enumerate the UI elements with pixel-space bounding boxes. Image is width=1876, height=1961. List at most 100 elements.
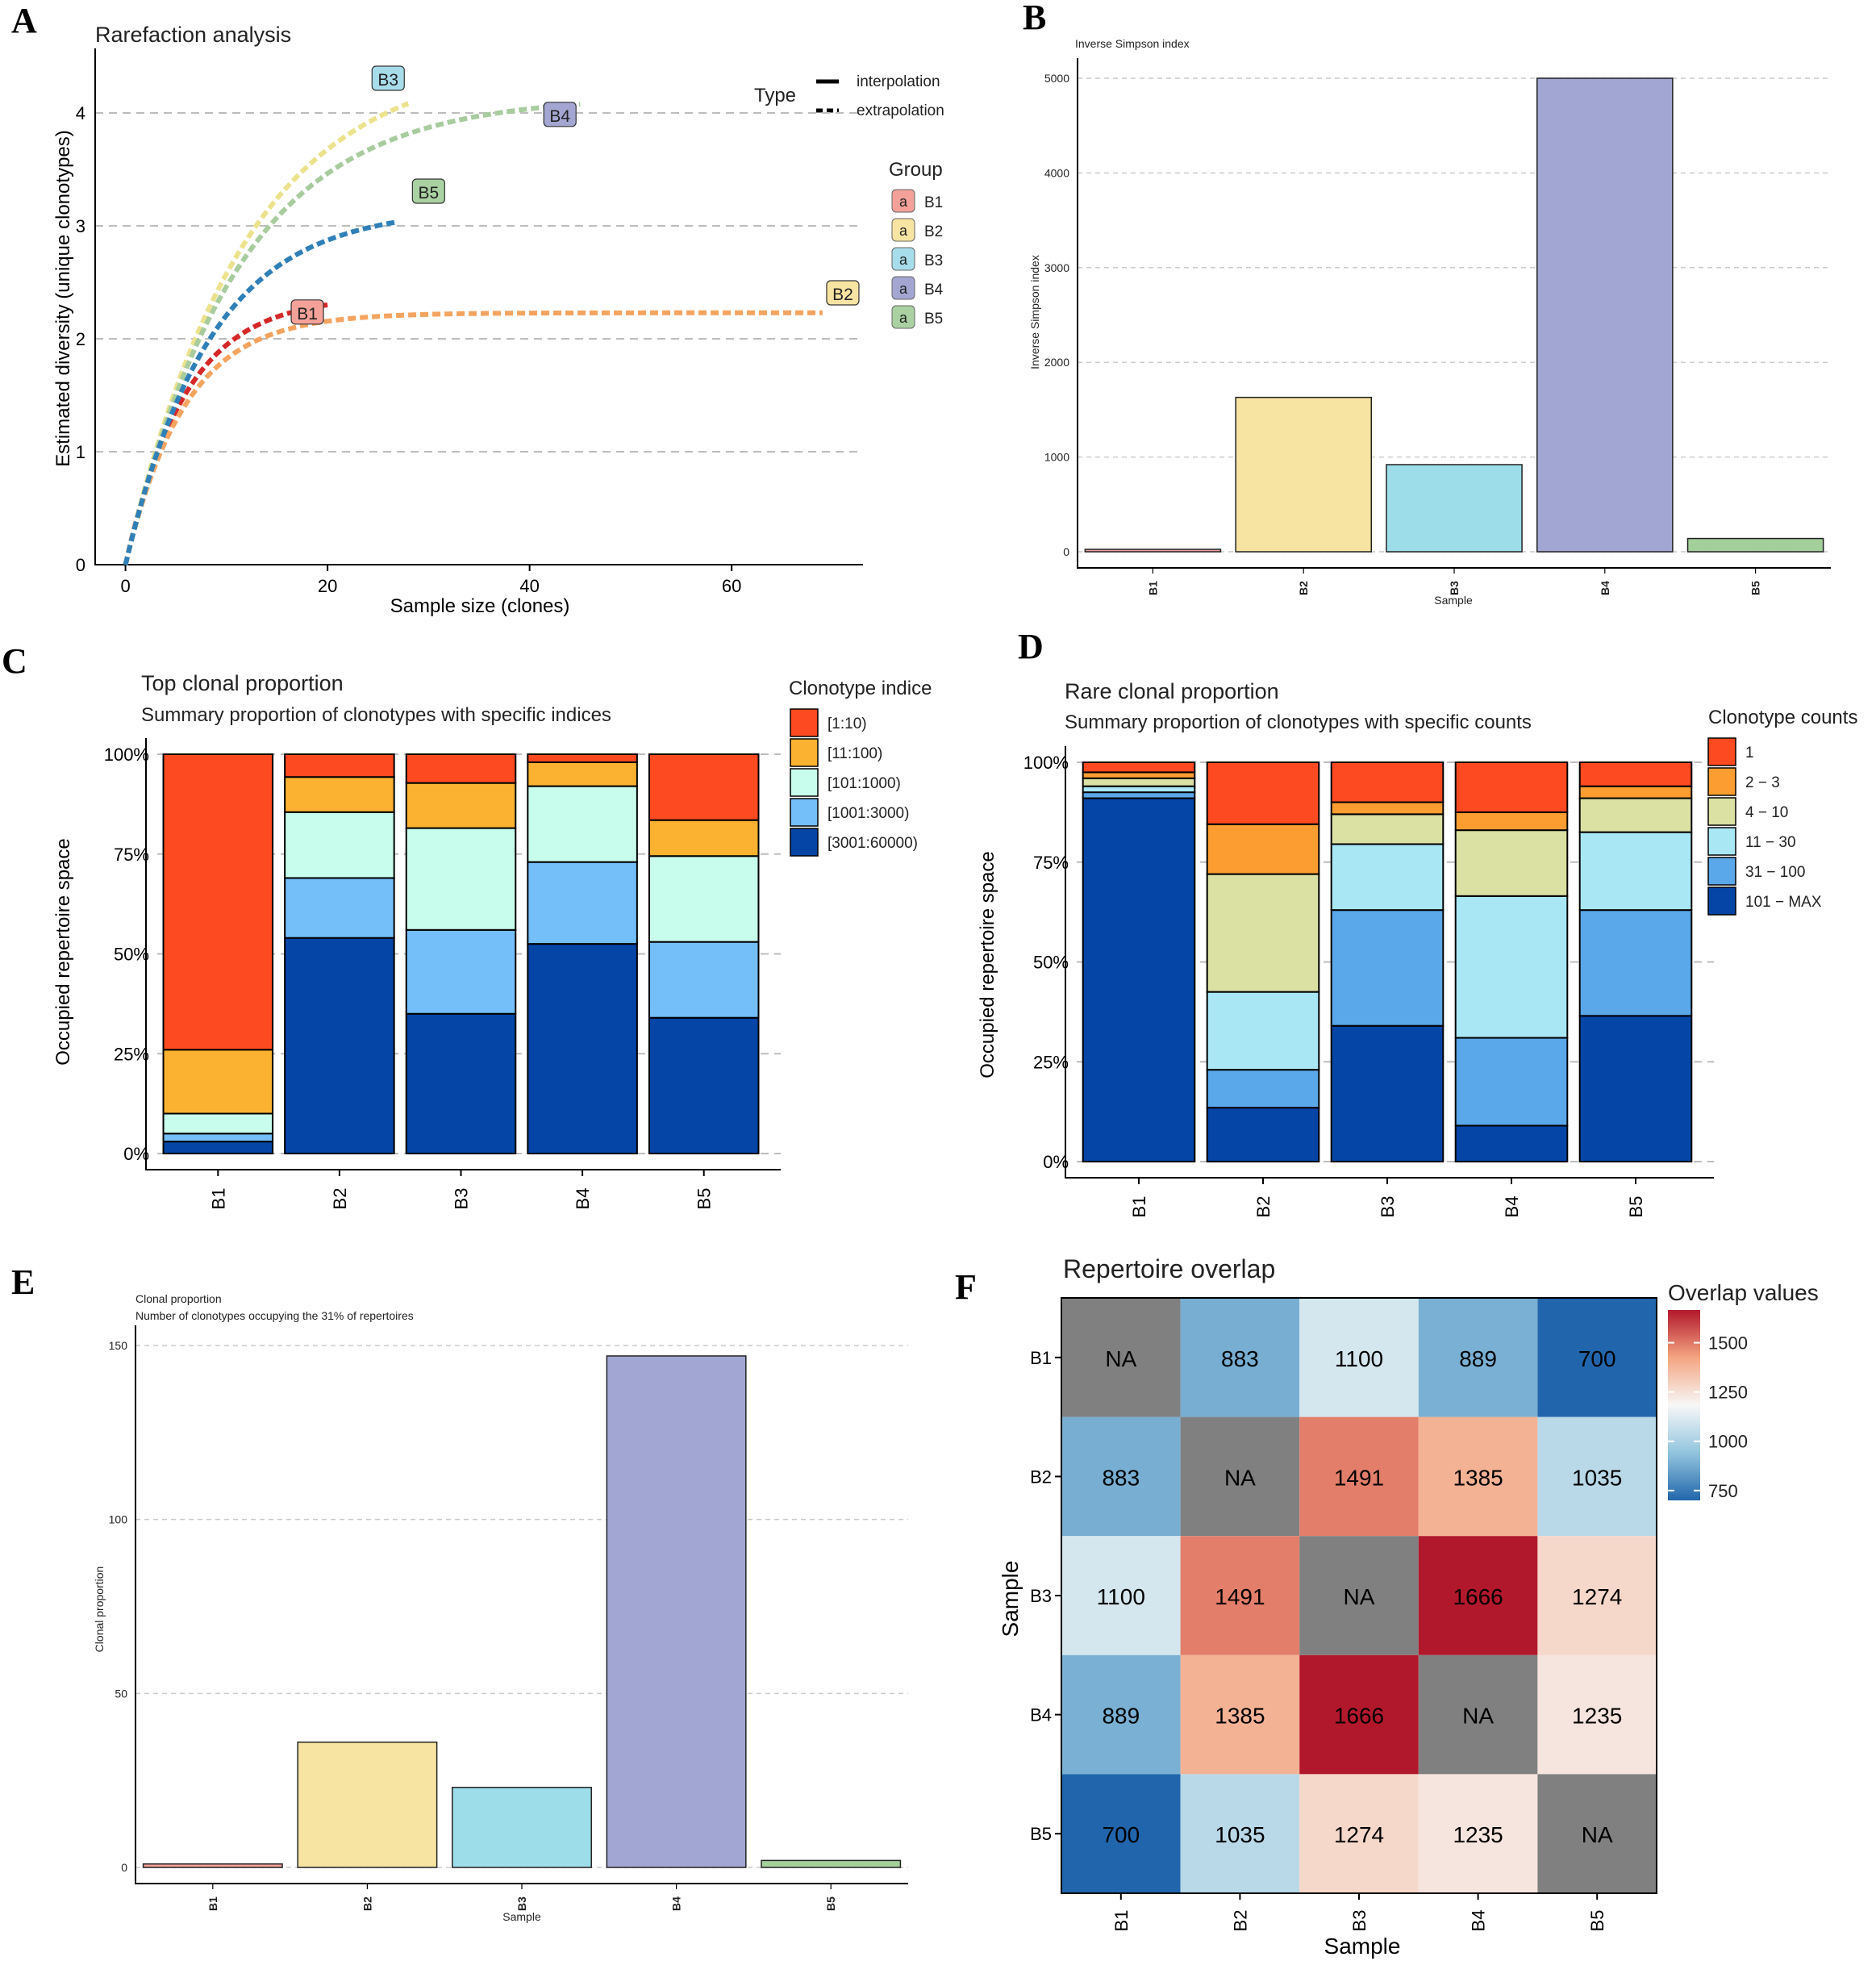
overlap-cell-b5-b1: [1061, 1774, 1181, 1893]
panel-a-ytick-label: 0: [76, 555, 85, 575]
panel-a-axis-lines: [94, 48, 863, 565]
group-legend-key-b3: [891, 247, 915, 271]
rarefaction-line-b1: [123, 302, 328, 565]
series-label-b5: B5: [419, 184, 440, 202]
clonal-proportion-ytick-label: 150: [109, 1339, 128, 1352]
panel-f-legend-ticks: 750 1000 1250 1500: [1668, 1333, 1748, 1501]
panel-letter-a: A: [11, 1, 37, 40]
panel-d-plot: 0% 25% 50% 75% 100% B1 B2 B3 B4 B5: [1023, 746, 1714, 1217]
panel-a-rarefaction-chart: Rarefaction analysis Sample size (clones…: [52, 23, 944, 617]
rare-clonal-segment-b5: [1578, 797, 1693, 833]
inverse-simpson-ytick-label: 2000: [1044, 356, 1069, 369]
overlap-colorbar: [1668, 1310, 1700, 1500]
overlap-cell-b3-b1: [1061, 1536, 1181, 1655]
overlap-cell-b1-b3: [1299, 1298, 1419, 1417]
top-clonal-ytick-label: 75%: [114, 845, 149, 865]
rare-clonal-segment-b4: [1454, 1037, 1569, 1127]
panel-a-ytick-label: 1: [76, 442, 85, 462]
heatmap-col-label: B3: [1349, 1910, 1369, 1932]
inverse-simpson-bar-b5: [1686, 537, 1824, 553]
top-clonal-segment-b1: [162, 1049, 274, 1115]
rare-clonal-segment-b4: [1454, 811, 1569, 832]
group-legend-key-letter: a: [899, 281, 908, 297]
rare-clonal-legend-label: 1: [1745, 745, 1754, 761]
panel-f-title: Repertoire overlap: [1063, 1254, 1275, 1283]
panel-b-title: Inverse Simpson index: [1075, 37, 1190, 50]
rare-clonal-legend-key: [1707, 887, 1736, 916]
overlap-cell-value: 1035: [1572, 1465, 1622, 1490]
rarefaction-line-b4: [123, 102, 581, 565]
panel-d-rare-clonal-chart: Rare clonal proportion Summary proportio…: [977, 679, 1857, 1217]
panel-c-title: Top clonal proportion: [141, 671, 344, 695]
rare-clonal-segment-b5: [1578, 1015, 1693, 1162]
overlap-cell-value: 1100: [1097, 1584, 1145, 1609]
top-clonal-xtick-label: B3: [452, 1188, 472, 1210]
inverse-simpson-ytick-label: 4000: [1044, 166, 1069, 179]
series-label-box-b4: [543, 102, 577, 127]
rare-clonal-legend-key: [1707, 797, 1736, 826]
rare-clonal-segment-b1: [1082, 771, 1196, 779]
inverse-simpson-xtick-label: B5: [1749, 581, 1762, 595]
heatmap-col-label: B5: [1587, 1910, 1607, 1932]
panel-d-legend-title: Clonotype counts: [1708, 707, 1857, 728]
inverse-simpson-ytick-label: 5000: [1044, 72, 1069, 85]
top-clonal-segment-b3: [405, 782, 517, 829]
overlap-cell-b1-b2: [1180, 1298, 1300, 1417]
rare-clonal-segment-b5: [1578, 761, 1693, 787]
overlap-cell-b3-b4: [1418, 1536, 1538, 1655]
overlap-cell-b5-b2: [1180, 1774, 1300, 1893]
panel-b-xlabel: Sample: [1434, 594, 1473, 607]
top-clonal-segment-b3: [405, 928, 517, 1015]
heatmap-row-label: B4: [1030, 1705, 1052, 1725]
panel-e-title: Clonal proportion: [135, 1292, 222, 1305]
overlap-cell-value: 889: [1459, 1346, 1497, 1371]
rare-clonal-segment-b1: [1082, 797, 1196, 1162]
rare-clonal-segment-b2: [1206, 1107, 1320, 1163]
top-clonal-segment-b5: [648, 819, 760, 857]
interpolation-legend-label: interpolation: [857, 73, 940, 90]
group-legend-label-b3: B3: [924, 252, 943, 269]
rare-clonal-legend-label: 11 − 30: [1745, 834, 1796, 851]
top-clonal-segment-b1: [162, 753, 274, 1051]
top-clonal-legend-label: [101:1000): [828, 775, 901, 792]
rare-clonal-ytick-label: 100%: [1023, 753, 1069, 773]
clonal-proportion-ytick-label: 100: [109, 1513, 128, 1526]
rare-clonal-segment-b3: [1330, 801, 1445, 816]
inverse-simpson-axis-lines: [1077, 58, 1831, 569]
inverse-simpson-bar-b2: [1235, 396, 1373, 553]
top-clonal-segment-b3: [405, 753, 517, 784]
top-clonal-segment-b4: [527, 943, 638, 1154]
panel-e-subtitle: Number of clonotypes occupying the 31% o…: [135, 1309, 414, 1322]
rare-clonal-legend-label: 31 − 100: [1745, 864, 1806, 881]
panel-a-group-legend: a B1 a B2 a B3 a B4 a B5: [891, 189, 944, 329]
rare-clonal-segment-b4: [1454, 829, 1569, 897]
clonal-proportion-xtick-label: B5: [824, 1896, 837, 1911]
overlap-cell-value: 1666: [1334, 1704, 1384, 1729]
rare-clonal-xtick-label: B3: [1378, 1196, 1398, 1218]
top-clonal-xtick-label: B1: [208, 1188, 228, 1210]
panel-a-xtick-label: 20: [318, 576, 337, 596]
colorbar-tick-label: 1250: [1708, 1383, 1748, 1403]
heatmap-border: [1061, 1297, 1657, 1894]
heatmap-row-label: B1: [1030, 1348, 1052, 1368]
group-legend-key-b1: [891, 189, 915, 213]
rare-clonal-xtick-label: B2: [1253, 1196, 1274, 1218]
group-legend-key-letter: a: [899, 223, 908, 239]
panel-a-ytick-label: 3: [76, 216, 85, 236]
clonal-proportion-ytick-label: 50: [115, 1687, 127, 1700]
overlap-cell-b2-b2: [1180, 1417, 1300, 1537]
rare-clonal-segment-b3: [1330, 843, 1445, 912]
panel-letter-d: D: [1018, 627, 1044, 666]
panel-a-xtick-label: 0: [120, 576, 130, 596]
group-legend-key-b5: [891, 305, 915, 329]
panel-a-ytick-label: 4: [76, 103, 85, 123]
overlap-cell-b4-b5: [1537, 1654, 1657, 1775]
panel-a-type-legend-title: Type: [754, 85, 796, 106]
group-legend-label-b4: B4: [924, 282, 944, 298]
overlap-cell-b1-b5: [1537, 1298, 1657, 1417]
top-clonal-legend-label: [1:10): [828, 716, 867, 732]
top-clonal-legend-label: [3001:60000): [828, 835, 918, 852]
rare-clonal-ytick-label: 25%: [1033, 1052, 1069, 1072]
panel-a-group-legend-title: Group: [889, 159, 943, 181]
